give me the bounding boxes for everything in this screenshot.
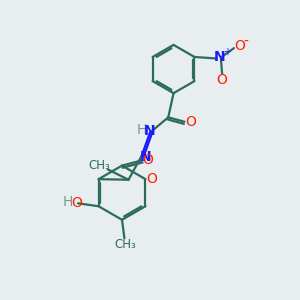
Text: N: N: [140, 150, 152, 164]
Text: -: -: [244, 34, 249, 49]
Text: O: O: [146, 172, 157, 186]
Text: O: O: [142, 153, 153, 167]
Text: N: N: [143, 124, 155, 138]
Text: H: H: [136, 123, 147, 137]
Text: O: O: [217, 73, 228, 87]
Text: N: N: [214, 50, 226, 64]
Text: O: O: [234, 39, 245, 53]
Text: H: H: [62, 195, 73, 209]
Text: +: +: [223, 47, 231, 57]
Text: CH₃: CH₃: [114, 238, 136, 251]
Text: CH₃: CH₃: [89, 159, 110, 172]
Text: O: O: [71, 196, 82, 210]
Text: O: O: [185, 115, 196, 129]
